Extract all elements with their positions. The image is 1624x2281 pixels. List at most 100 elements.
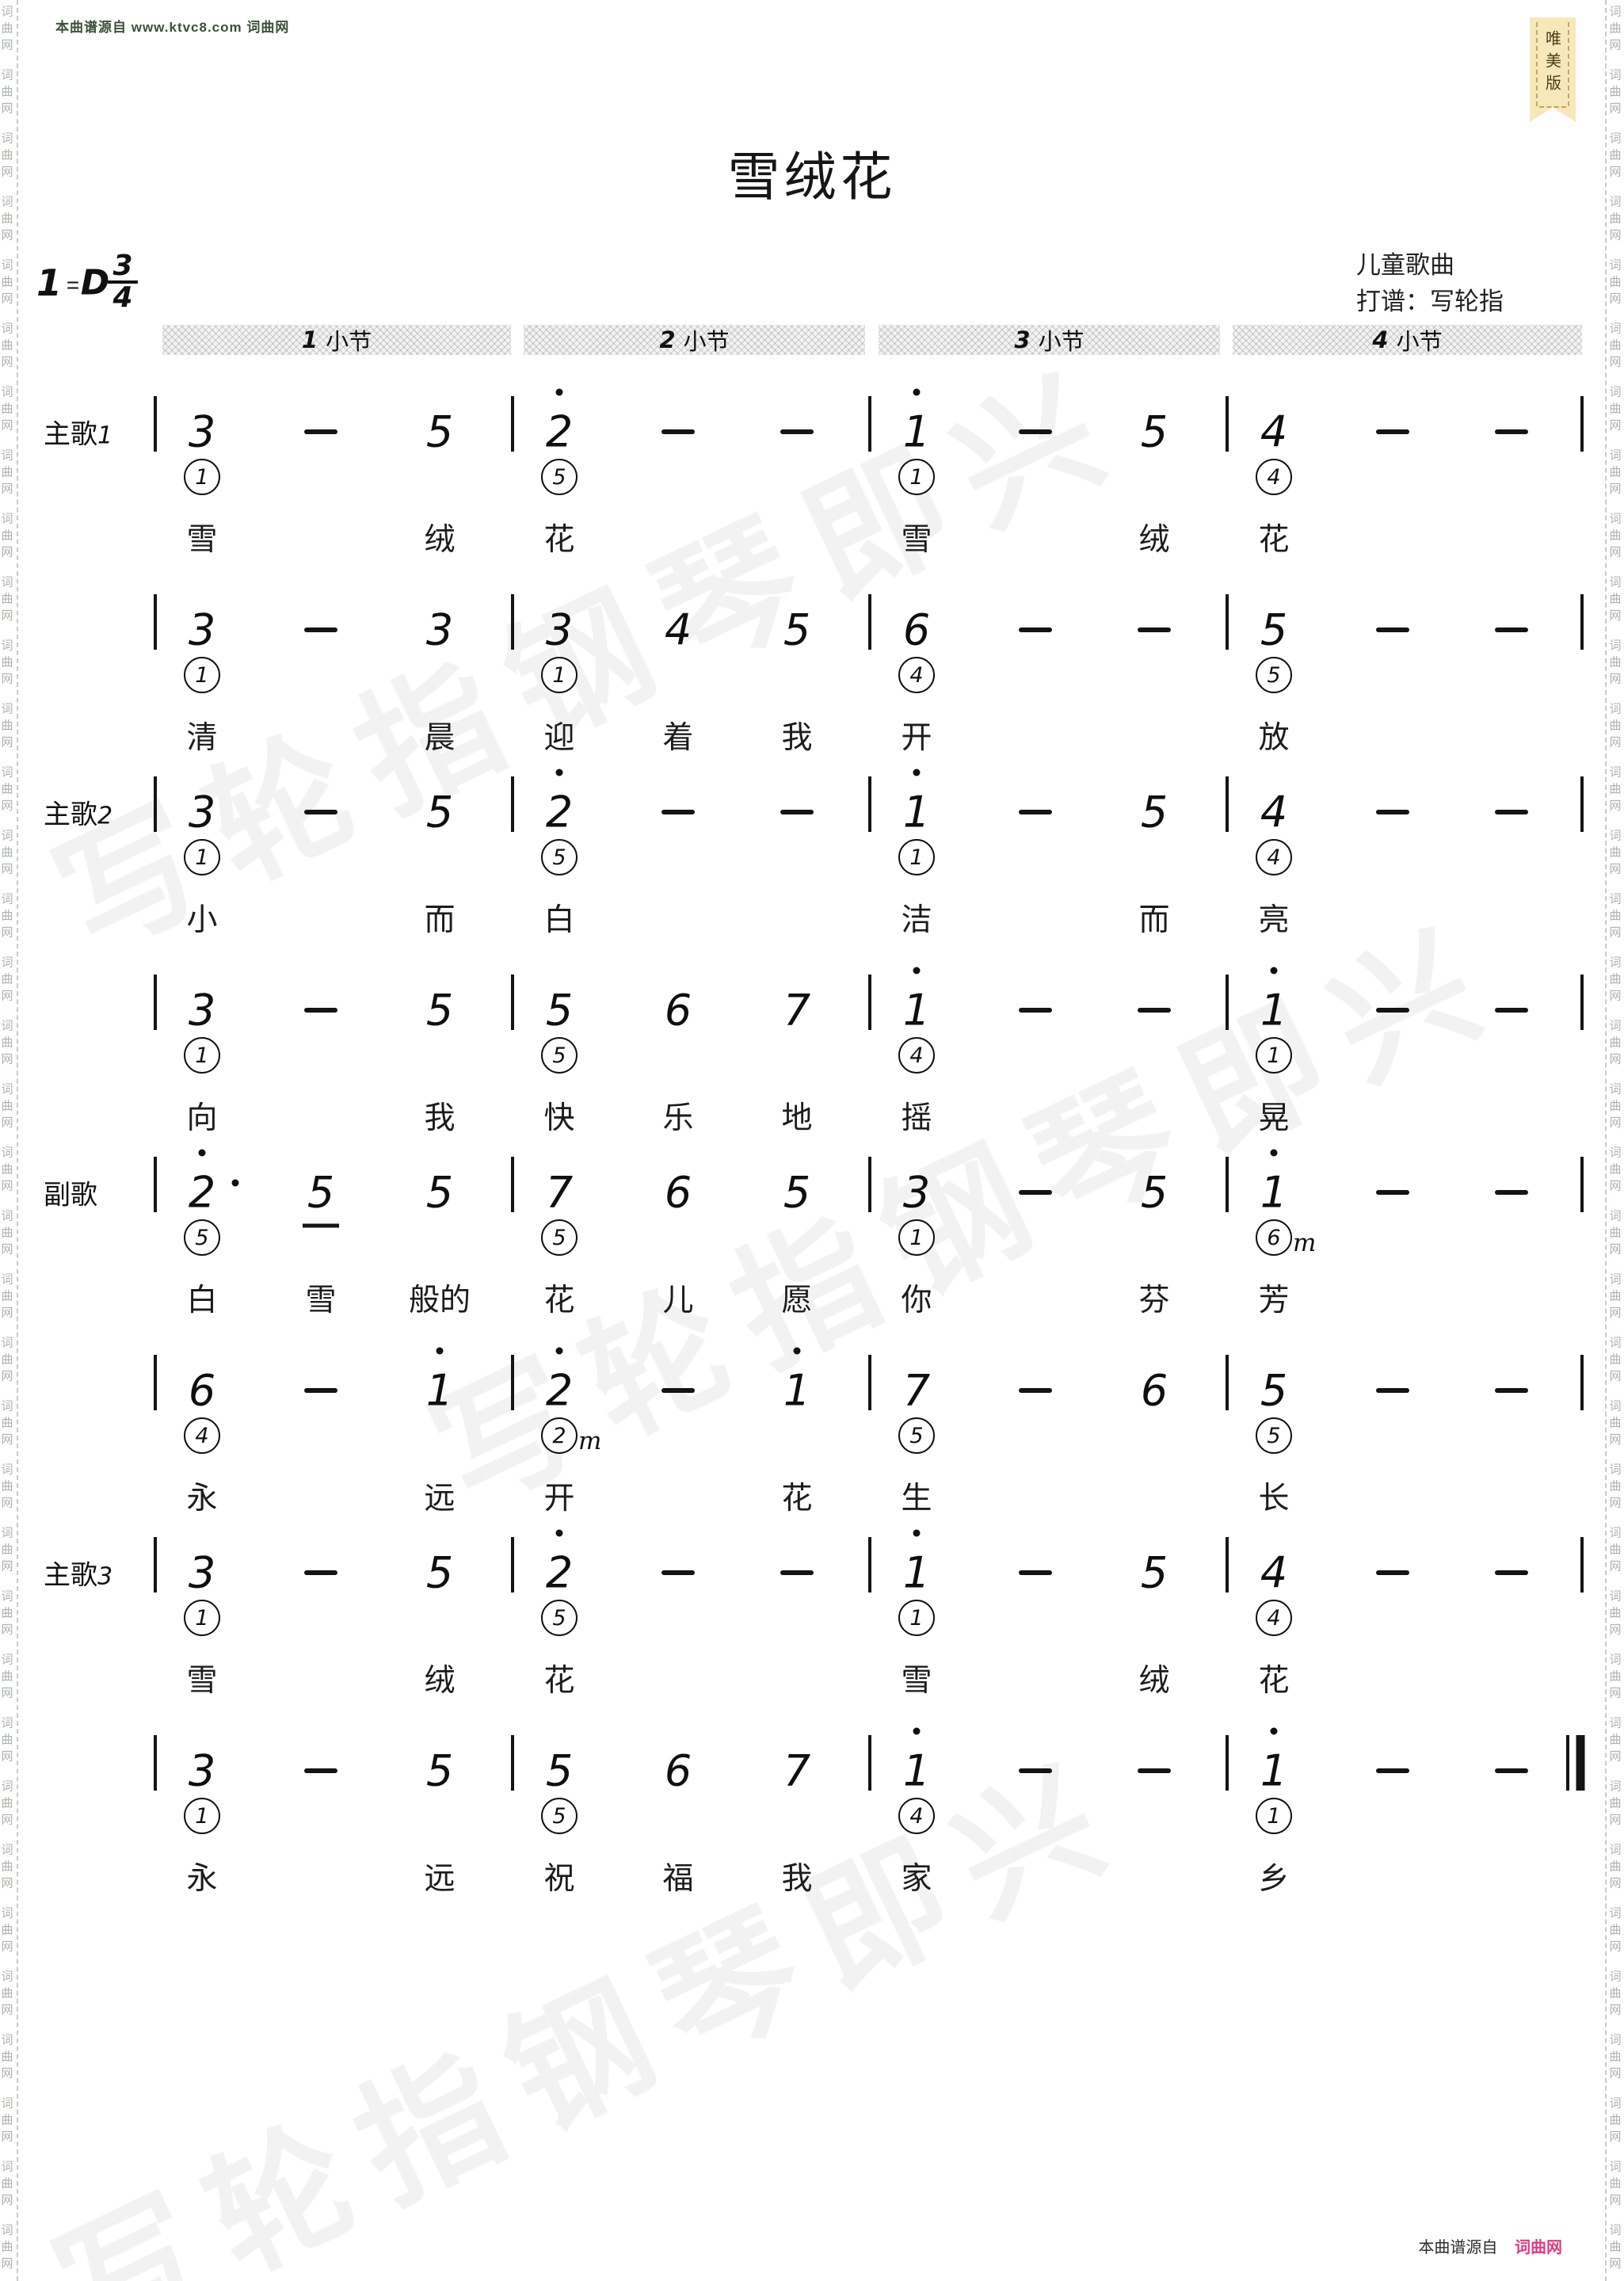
note-number: 5 bbox=[1140, 1167, 1168, 1218]
note-number: 5 bbox=[783, 605, 811, 655]
octave-dot bbox=[555, 1529, 563, 1537]
barline bbox=[154, 1537, 157, 1593]
right-rail-mark: 曲 bbox=[1609, 1289, 1622, 1303]
lyric-syllable: 我 bbox=[781, 721, 813, 755]
left-rail-mark: 网 bbox=[1, 418, 13, 433]
note-number: 6 bbox=[664, 1167, 692, 1218]
right-rail-mark: 曲 bbox=[1609, 1986, 1622, 2001]
measure-number: 3 bbox=[1014, 326, 1031, 353]
left-rail-mark: 曲 bbox=[1, 1923, 13, 1937]
right-rail-mark: 词 bbox=[1609, 1653, 1622, 1667]
note-number: 1 bbox=[425, 1365, 454, 1416]
right-rail-mark: 曲 bbox=[1609, 1860, 1622, 1874]
left-rail-mark: 词 bbox=[1, 639, 13, 653]
left-rail-mark: 曲 bbox=[1, 782, 13, 796]
left-rail-mark: 词 bbox=[1, 448, 13, 463]
octave-dot bbox=[555, 388, 563, 396]
measure-number: 1 bbox=[301, 326, 318, 353]
left-rail-mark: 网 bbox=[1, 1940, 13, 1954]
barline bbox=[1580, 1537, 1584, 1593]
note-number: 5 bbox=[425, 1547, 454, 1598]
finger-number-circle: 1 bbox=[898, 1600, 935, 1636]
note-number: 5 bbox=[425, 1167, 454, 1218]
left-rail-mark: 曲 bbox=[1, 1289, 13, 1303]
sustain-dash bbox=[661, 1388, 695, 1393]
finger-number-circle: 5 bbox=[1256, 657, 1292, 693]
right-rail-mark: 网 bbox=[1609, 862, 1622, 876]
finger-number-circle: 4 bbox=[898, 1037, 935, 1074]
right-rail-mark: 曲 bbox=[1609, 465, 1622, 479]
note-number: 3 bbox=[425, 605, 454, 655]
left-rail-mark: 曲 bbox=[1, 845, 13, 860]
lyric-syllable: 我 bbox=[781, 1862, 813, 1896]
finger-number-circle: 1 bbox=[898, 459, 935, 495]
note-number: 3 bbox=[188, 1547, 216, 1598]
sustain-dash bbox=[780, 810, 814, 814]
measure-header-2: 2 小节 bbox=[524, 325, 865, 355]
note-number: 1 bbox=[902, 406, 931, 457]
right-rail-mark: 曲 bbox=[1609, 2176, 1622, 2191]
lyric-syllable: 晃 bbox=[1258, 1101, 1290, 1135]
right-rail-mark: 网 bbox=[1609, 735, 1622, 750]
lyric-syllable: 愿 bbox=[781, 1284, 813, 1318]
sustain-dash bbox=[1376, 1190, 1409, 1195]
left-rail-mark: 曲 bbox=[1, 1986, 13, 2001]
finger-number-circle: 1 bbox=[898, 839, 935, 875]
finger-number-circle: 4 bbox=[1256, 839, 1292, 875]
right-rail-mark: 网 bbox=[1609, 2256, 1622, 2271]
finger-m-suffix: m bbox=[1293, 1229, 1317, 1257]
left-rail-mark: 词 bbox=[1, 1463, 13, 1477]
right-rail-mark: 网 bbox=[1609, 1813, 1622, 1827]
sustain-dash bbox=[304, 1570, 337, 1575]
right-rail-mark: 曲 bbox=[1609, 2240, 1622, 2254]
lyric-syllable: 花 bbox=[781, 1482, 813, 1516]
right-rail-mark: 词 bbox=[1609, 1019, 1622, 1033]
note-number: 5 bbox=[425, 406, 454, 457]
barline bbox=[511, 1537, 514, 1593]
note-number: 4 bbox=[664, 605, 692, 655]
right-rail-mark: 曲 bbox=[1609, 2050, 1622, 2064]
lyric-syllable: 芳 bbox=[1258, 1284, 1290, 1318]
sustain-dash bbox=[661, 1570, 695, 1575]
section-label: 副歌 bbox=[44, 1173, 97, 1212]
barline bbox=[154, 1355, 157, 1410]
sustain-dash bbox=[1495, 1388, 1528, 1393]
note-number: 5 bbox=[1140, 787, 1168, 837]
left-rail-mark: 网 bbox=[1, 925, 13, 940]
left-rail-mark: 词 bbox=[1, 2096, 13, 2111]
right-rail-mark: 网 bbox=[1609, 1940, 1622, 1954]
sustain-dash bbox=[304, 810, 337, 814]
finger-number-circle: 1 bbox=[184, 1600, 220, 1636]
note-number: 1 bbox=[902, 985, 931, 1036]
right-rail-mark: 网 bbox=[1609, 1876, 1622, 1890]
left-rail-mark: 曲 bbox=[1, 1416, 13, 1430]
right-rail-mark: 曲 bbox=[1609, 1543, 1622, 1557]
finger-number-circle: 6 bbox=[1256, 1219, 1292, 1256]
time-signature-denominator: 4 bbox=[112, 281, 133, 314]
left-rail-mark: 曲 bbox=[1, 465, 13, 479]
finger-number-circle: 4 bbox=[1256, 1600, 1292, 1636]
octave-dot bbox=[555, 1347, 563, 1355]
note-number: 7 bbox=[783, 1745, 811, 1796]
barline bbox=[511, 1157, 514, 1212]
lyric-syllable: 你 bbox=[901, 1284, 932, 1318]
left-rail-mark: 曲 bbox=[1, 275, 13, 289]
right-rail-mark: 词 bbox=[1609, 1336, 1622, 1350]
right-rail-mark: 词 bbox=[1609, 1970, 1622, 1984]
lyric-syllable: 开 bbox=[901, 721, 932, 755]
lyric-syllable: 家 bbox=[901, 1862, 932, 1896]
section-label: 主歌1 bbox=[44, 413, 112, 452]
measure-unit-label: 小节 bbox=[1038, 330, 1085, 355]
note-number: 5 bbox=[1260, 605, 1288, 655]
left-rail-mark: 曲 bbox=[1, 338, 13, 353]
barline bbox=[868, 975, 871, 1030]
footer-brand-link[interactable]: 词曲网 bbox=[1515, 2239, 1562, 2256]
octave-dot bbox=[793, 1347, 801, 1355]
finger-m-suffix: m bbox=[578, 1427, 602, 1455]
lyric-syllable: 快 bbox=[543, 1101, 575, 1135]
left-rail-mark: 词 bbox=[1, 1843, 13, 1857]
sustain-dash bbox=[1019, 1388, 1052, 1393]
finger-number-circle: 2 bbox=[541, 1417, 578, 1454]
note-number: 3 bbox=[545, 605, 574, 655]
sustain-dash bbox=[1495, 429, 1528, 434]
